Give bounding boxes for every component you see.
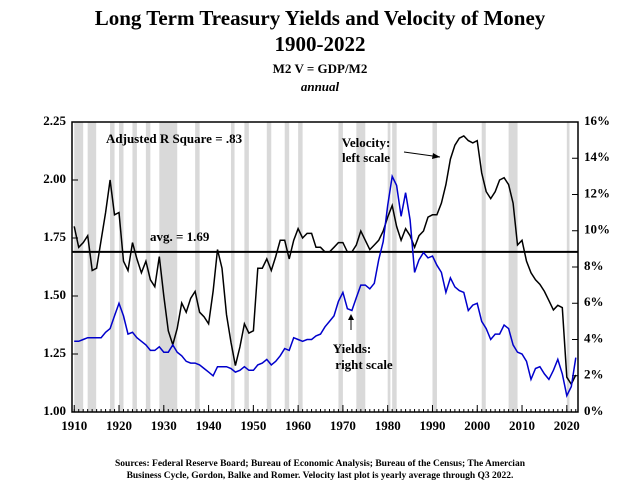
average-label: avg. = 1.69 [150, 229, 210, 244]
x-tick-label: 1930 [151, 418, 177, 433]
recession-band [566, 122, 570, 412]
x-tick-label: 2010 [509, 418, 535, 433]
recession-band [284, 122, 290, 412]
chart-subtitle: annual [301, 79, 340, 94]
recession-band [508, 122, 518, 412]
annotation: Velocity: [342, 135, 391, 150]
x-tick-label: 2000 [464, 418, 490, 433]
y2-tick-label: 8% [584, 258, 604, 273]
x-tick-label: 1960 [285, 418, 311, 433]
recession-band [195, 122, 200, 412]
chart-subtitle: M2 V = GDP/M2 [273, 61, 368, 76]
x-tick-label: 2020 [554, 418, 580, 433]
recession-band [298, 122, 303, 412]
recession-band [387, 122, 391, 412]
source: Business Cycle, Gordon, Balke and Romer.… [127, 471, 514, 481]
y2-tick-label: 16% [584, 113, 610, 128]
y-tick-label: 1.25 [43, 345, 66, 360]
x-tick-label: 1990 [419, 418, 445, 433]
x-tick-label: 1970 [330, 418, 356, 433]
recession-band [338, 122, 343, 412]
y-tick-label: 2.00 [43, 171, 66, 186]
x-tick-label: 1980 [375, 418, 401, 433]
y2-tick-label: 6% [584, 294, 604, 309]
x-tick-label: 1920 [106, 418, 132, 433]
recession-band [266, 122, 272, 412]
y2-tick-label: 4% [584, 330, 604, 345]
recession-band [392, 122, 397, 412]
series-line [74, 173, 577, 398]
annotation: Adjusted R Square = .83 [106, 131, 243, 146]
series-line [73, 134, 577, 386]
annotation: right scale [335, 357, 393, 372]
x-tick-label: 1940 [196, 418, 222, 433]
y2-tick-label: 12% [584, 185, 610, 200]
annotation: Yields: [333, 341, 372, 356]
recession-band [159, 122, 178, 412]
recession-band [110, 122, 115, 412]
x-tick-label: 1910 [61, 418, 87, 433]
chart-title: Long Term Treasury Yields and Velocity o… [95, 6, 546, 30]
recession-band [432, 122, 437, 412]
y2-tick-label: 0% [584, 403, 604, 418]
recession-band [356, 122, 366, 412]
y-tick-label: 1.00 [43, 403, 66, 418]
recession-band [481, 122, 486, 412]
recession-band [244, 122, 249, 412]
recession-band [230, 122, 235, 412]
source: Sources: Federal Reserve Board; Bureau o… [115, 459, 526, 469]
recession-band [132, 122, 137, 412]
recession-band [74, 122, 84, 412]
y-tick-label: 2.25 [43, 113, 66, 128]
y2-tick-label: 10% [584, 222, 610, 237]
chart-subtitle: 1900-2022 [275, 32, 366, 56]
y-tick-label: 1.50 [43, 287, 66, 302]
arrow-head [432, 153, 440, 159]
annotation: left scale [342, 150, 390, 165]
recession-band [145, 122, 151, 412]
y2-tick-label: 2% [584, 367, 604, 382]
recession-band [119, 122, 124, 412]
y-tick-label: 1.75 [43, 229, 66, 244]
y2-tick-label: 14% [584, 149, 610, 164]
x-tick-label: 1950 [240, 418, 266, 433]
arrow-head [348, 314, 354, 320]
